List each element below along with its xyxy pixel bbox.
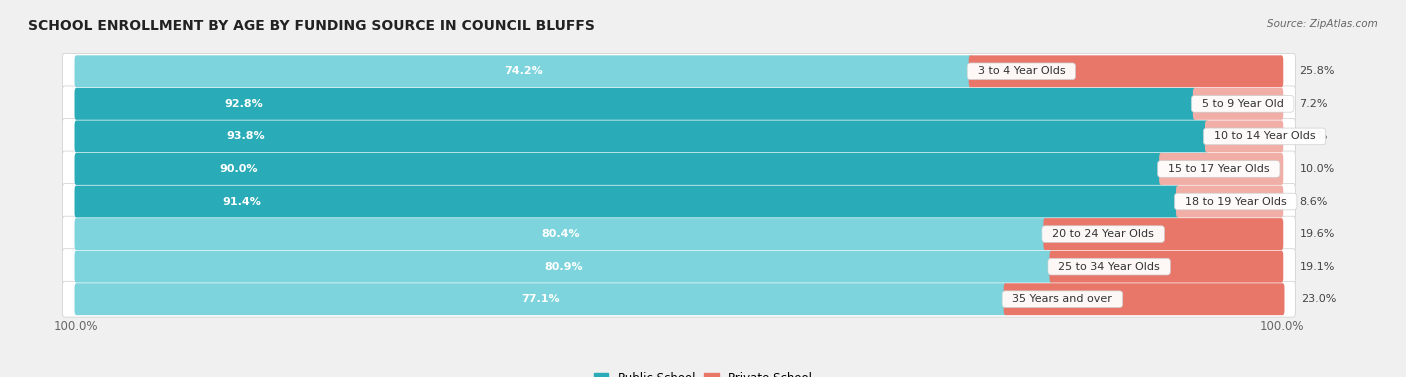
Text: 19.6%: 19.6%: [1299, 229, 1334, 239]
FancyBboxPatch shape: [62, 118, 1295, 154]
FancyBboxPatch shape: [75, 153, 1163, 185]
FancyBboxPatch shape: [75, 88, 1197, 120]
Text: 10.0%: 10.0%: [1299, 164, 1334, 174]
Text: 25 to 34 Year Olds: 25 to 34 Year Olds: [1052, 262, 1167, 272]
Text: 8.6%: 8.6%: [1299, 196, 1327, 207]
FancyBboxPatch shape: [75, 283, 1007, 315]
FancyBboxPatch shape: [75, 218, 1047, 250]
FancyBboxPatch shape: [1004, 283, 1285, 315]
Text: 100.0%: 100.0%: [53, 320, 98, 333]
Text: SCHOOL ENROLLMENT BY AGE BY FUNDING SOURCE IN COUNCIL BLUFFS: SCHOOL ENROLLMENT BY AGE BY FUNDING SOUR…: [28, 19, 595, 33]
FancyBboxPatch shape: [62, 249, 1295, 285]
Text: 23.0%: 23.0%: [1301, 294, 1336, 304]
FancyBboxPatch shape: [1159, 153, 1284, 185]
FancyBboxPatch shape: [62, 54, 1295, 89]
Text: 80.4%: 80.4%: [541, 229, 581, 239]
Text: 7.2%: 7.2%: [1299, 99, 1329, 109]
Text: 91.4%: 91.4%: [222, 196, 262, 207]
Text: 77.1%: 77.1%: [522, 294, 560, 304]
FancyBboxPatch shape: [62, 86, 1295, 122]
FancyBboxPatch shape: [75, 251, 1053, 283]
FancyBboxPatch shape: [1175, 185, 1284, 218]
Text: 6.2%: 6.2%: [1299, 132, 1327, 141]
Text: 25.8%: 25.8%: [1299, 66, 1336, 76]
Text: 10 to 14 Year Olds: 10 to 14 Year Olds: [1206, 132, 1323, 141]
FancyBboxPatch shape: [1049, 251, 1284, 283]
Text: 80.9%: 80.9%: [544, 262, 583, 272]
Text: 3 to 4 Year Olds: 3 to 4 Year Olds: [970, 66, 1073, 76]
FancyBboxPatch shape: [62, 151, 1295, 187]
FancyBboxPatch shape: [969, 55, 1284, 87]
FancyBboxPatch shape: [75, 55, 973, 87]
Text: Source: ZipAtlas.com: Source: ZipAtlas.com: [1267, 19, 1378, 29]
Text: 100.0%: 100.0%: [1260, 320, 1303, 333]
Text: 20 to 24 Year Olds: 20 to 24 Year Olds: [1045, 229, 1161, 239]
Text: 90.0%: 90.0%: [219, 164, 259, 174]
FancyBboxPatch shape: [62, 281, 1295, 317]
Legend: Public School, Private School: Public School, Private School: [591, 369, 815, 377]
Text: 35 Years and over: 35 Years and over: [1005, 294, 1119, 304]
FancyBboxPatch shape: [75, 121, 1209, 152]
FancyBboxPatch shape: [62, 184, 1295, 219]
Text: 92.8%: 92.8%: [225, 99, 263, 109]
FancyBboxPatch shape: [75, 185, 1180, 218]
Text: 5 to 9 Year Old: 5 to 9 Year Old: [1195, 99, 1291, 109]
Text: 18 to 19 Year Olds: 18 to 19 Year Olds: [1178, 196, 1294, 207]
FancyBboxPatch shape: [1205, 121, 1284, 152]
Text: 93.8%: 93.8%: [226, 132, 266, 141]
Text: 19.1%: 19.1%: [1299, 262, 1334, 272]
Text: 15 to 17 Year Olds: 15 to 17 Year Olds: [1161, 164, 1277, 174]
FancyBboxPatch shape: [62, 216, 1295, 252]
Text: 74.2%: 74.2%: [505, 66, 543, 76]
FancyBboxPatch shape: [1043, 218, 1284, 250]
FancyBboxPatch shape: [1192, 88, 1284, 120]
